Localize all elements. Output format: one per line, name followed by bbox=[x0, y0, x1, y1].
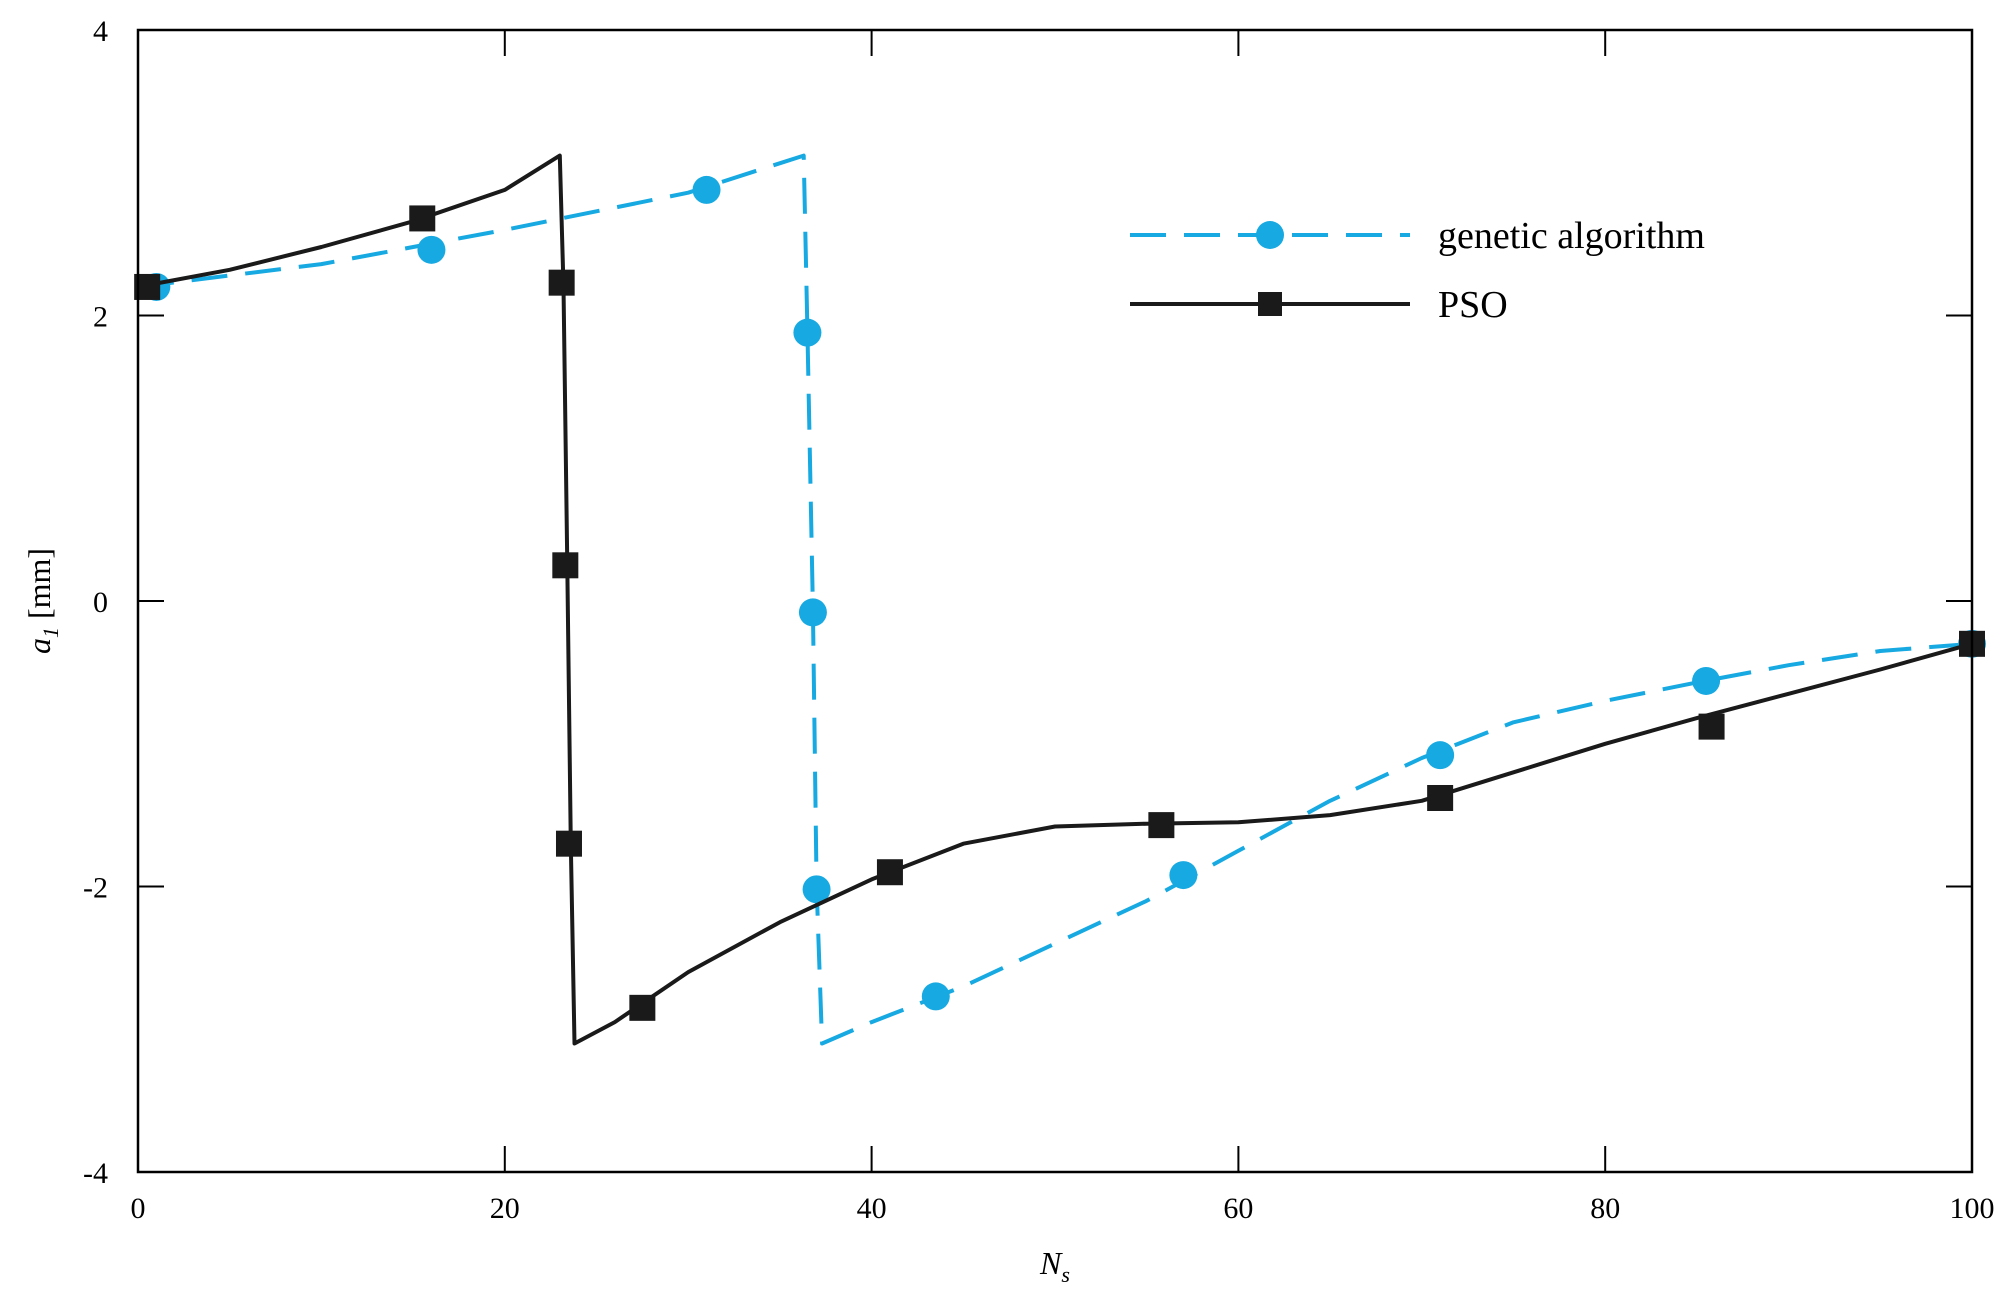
x-tick-label: 60 bbox=[1223, 1192, 1253, 1225]
plot-frame bbox=[136, 28, 1974, 1174]
data-point-pso bbox=[876, 859, 903, 886]
data-point-pso bbox=[1698, 713, 1725, 740]
data-point-genetic-algorithm bbox=[793, 318, 822, 347]
x-axis-label-sub: s bbox=[1061, 1262, 1070, 1287]
axes-layer: 0 20 40 60 80 100 -4 -2 0 2 4 bbox=[83, 15, 1995, 1225]
data-point-genetic-algorithm bbox=[921, 982, 950, 1011]
data-point-pso bbox=[409, 205, 436, 232]
x-tick-label: 80 bbox=[1590, 1192, 1620, 1225]
series-markers-pso bbox=[134, 205, 1985, 1021]
y-axis-label-sub: 1 bbox=[38, 627, 63, 638]
data-point-genetic-algorithm bbox=[692, 175, 721, 204]
data-point-genetic-algorithm bbox=[1426, 741, 1455, 770]
y-tick-label: 2 bbox=[93, 301, 108, 334]
x-tick-label: 100 bbox=[1950, 1192, 1995, 1225]
series-line-pso bbox=[137, 153, 1973, 1046]
series-markers-genetic-algorithm bbox=[142, 175, 1986, 1011]
data-point-pso bbox=[629, 994, 656, 1021]
legend-marker-pso bbox=[1258, 292, 1282, 316]
data-point-pso bbox=[552, 552, 579, 579]
y-axis-label: a1 [mm] bbox=[21, 548, 63, 654]
data-point-pso bbox=[555, 830, 582, 857]
plot-layer bbox=[134, 153, 1986, 1046]
legend-label-genetic-algorithm: genetic algorithm bbox=[1438, 215, 1705, 257]
data-point-genetic-algorithm bbox=[1169, 861, 1198, 890]
data-point-genetic-algorithm bbox=[1692, 666, 1721, 695]
legend-marker-genetic-algorithm bbox=[1256, 221, 1284, 249]
data-point-genetic-algorithm bbox=[798, 598, 827, 627]
y-tick-label: 0 bbox=[93, 586, 108, 619]
data-point-pso bbox=[1148, 812, 1175, 839]
y-tick-label: -2 bbox=[83, 872, 108, 905]
y-tick-label: 4 bbox=[93, 15, 108, 48]
legend: genetic algorithm PSO bbox=[1130, 215, 1705, 326]
x-tick-label: 20 bbox=[490, 1192, 520, 1225]
legend-entry-genetic-algorithm: genetic algorithm bbox=[1130, 215, 1705, 257]
legend-entry-pso: PSO bbox=[1130, 284, 1508, 326]
data-point-pso bbox=[548, 269, 575, 296]
y-tick-label: -4 bbox=[83, 1157, 108, 1190]
data-point-pso bbox=[1427, 784, 1454, 811]
series-line-genetic-algorithm bbox=[137, 153, 1973, 1046]
data-point-genetic-algorithm bbox=[417, 235, 446, 264]
y-axis-label-unit: [mm] bbox=[21, 548, 57, 627]
x-tick-label: 40 bbox=[857, 1192, 887, 1225]
y-axis-label-main: a bbox=[21, 638, 57, 654]
legend-label-pso: PSO bbox=[1438, 284, 1508, 326]
x-axis-label-main: N bbox=[1039, 1245, 1063, 1281]
data-point-genetic-algorithm bbox=[802, 875, 831, 904]
x-tick-label: 0 bbox=[131, 1192, 146, 1225]
x-axis-label: Ns bbox=[1039, 1245, 1070, 1287]
